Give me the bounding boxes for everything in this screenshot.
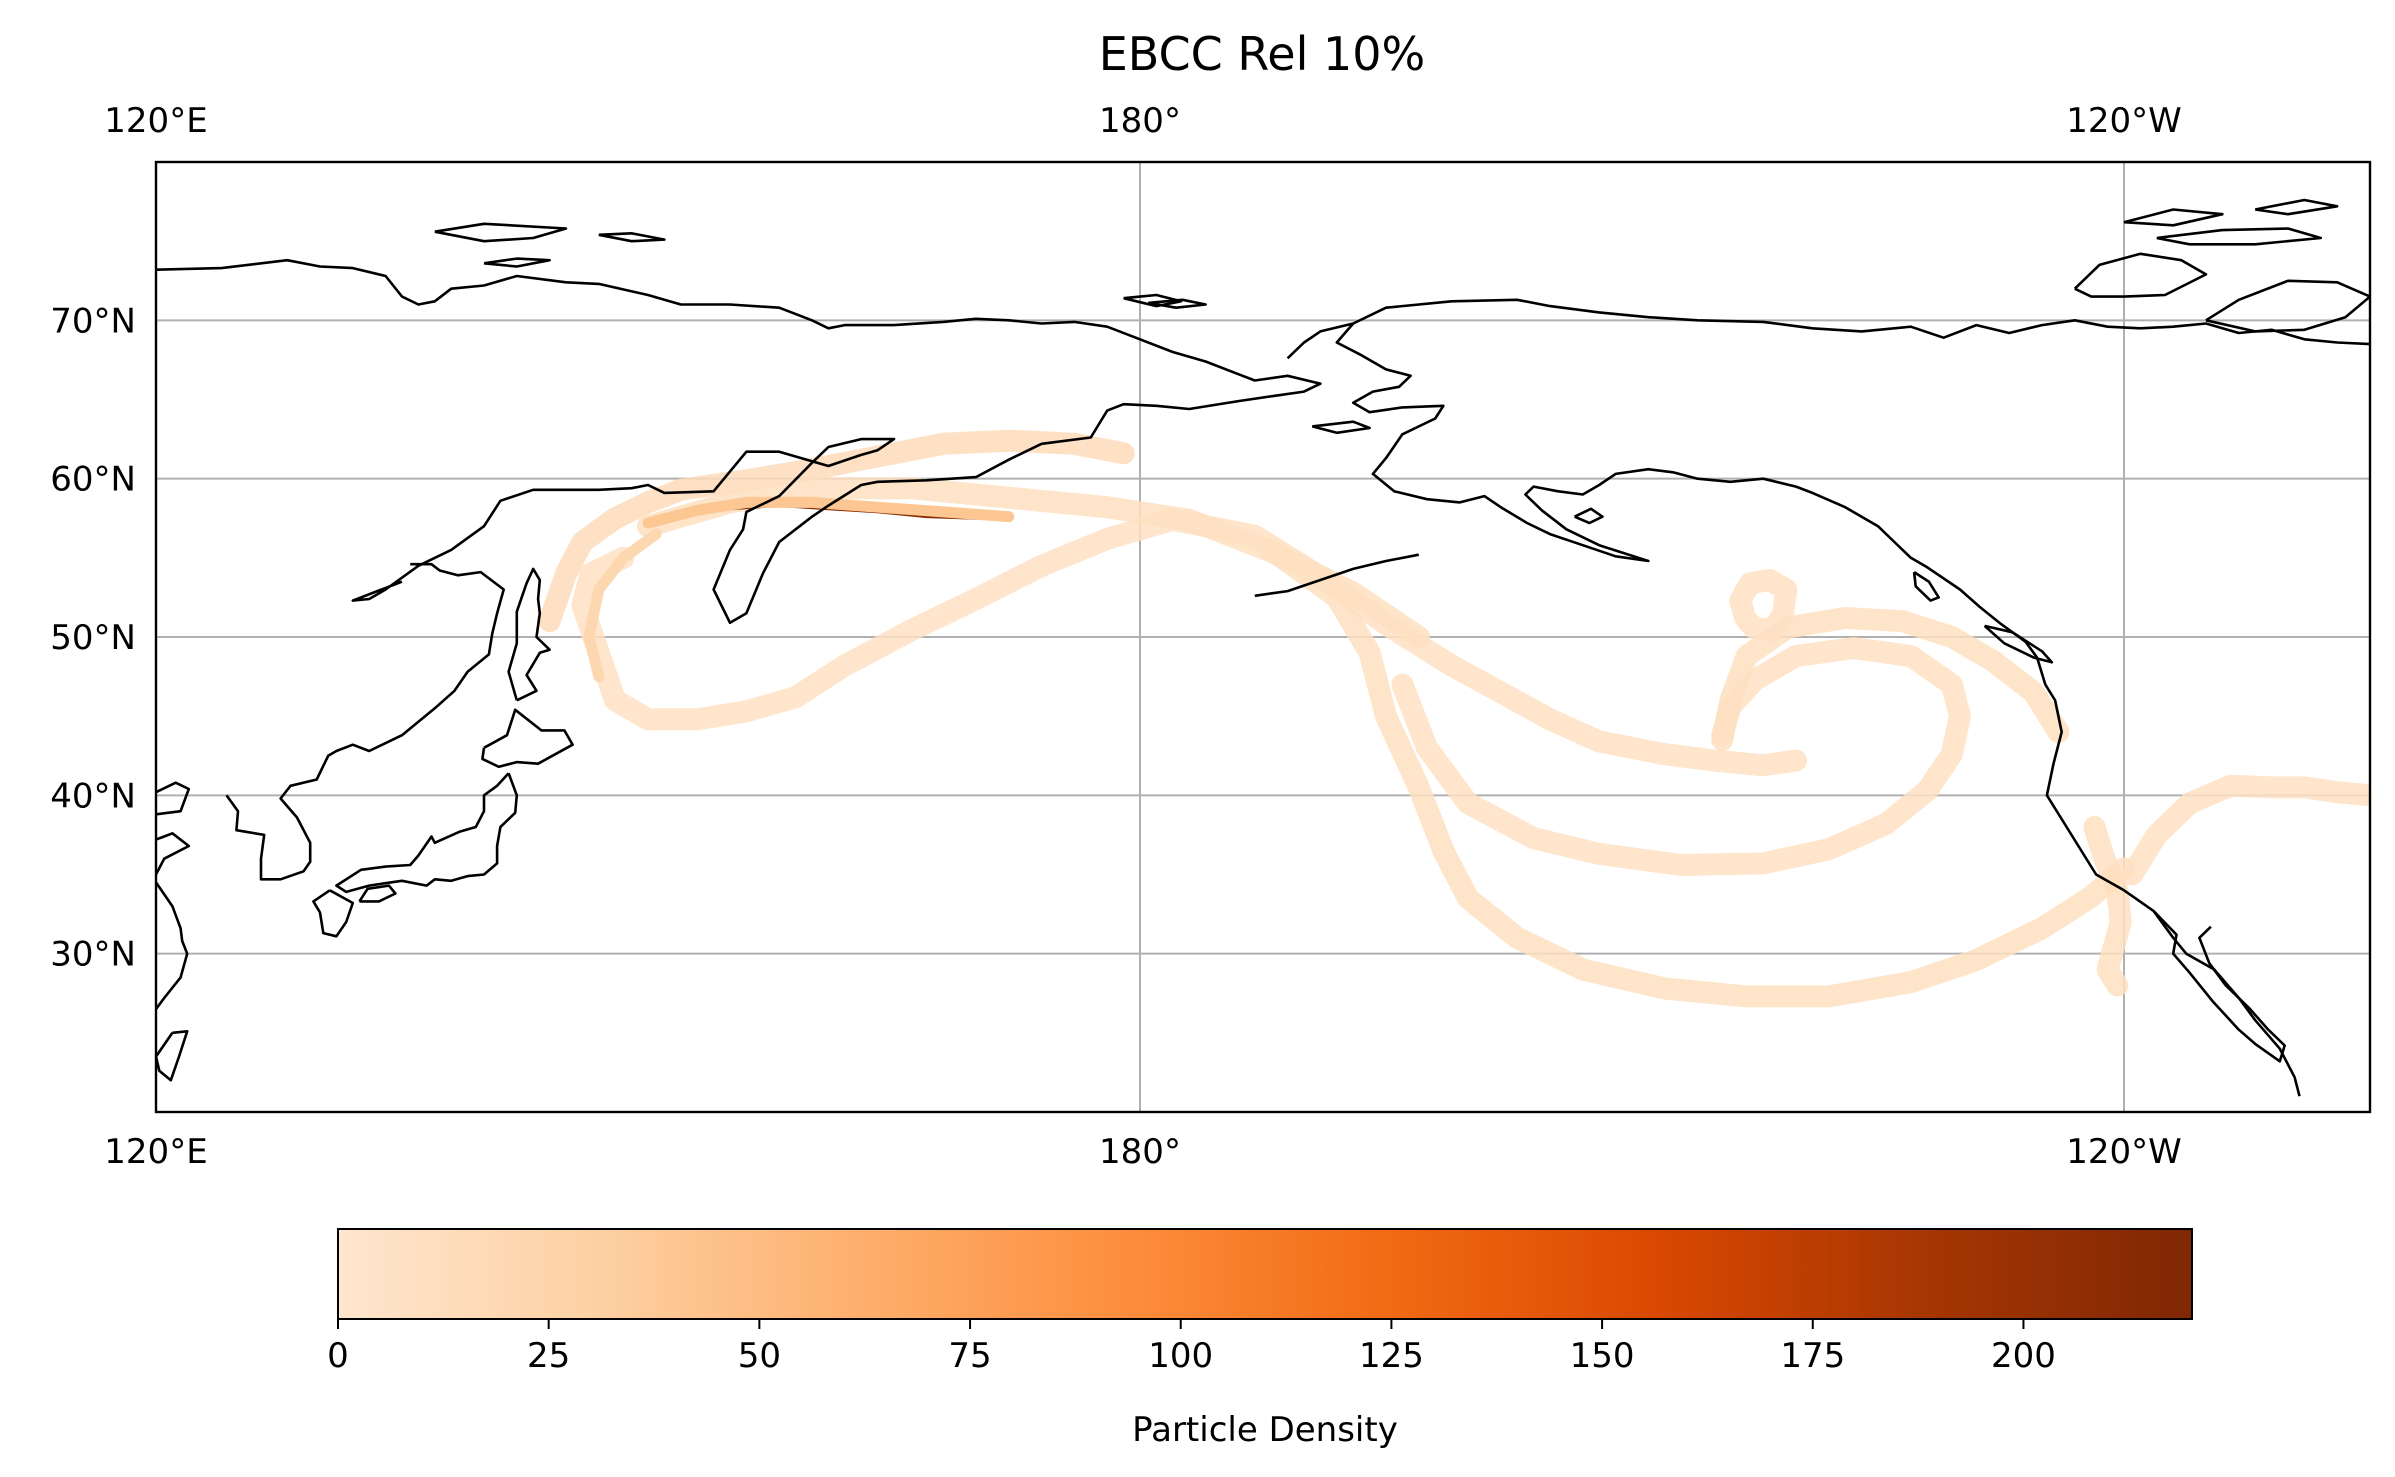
- density-band-nevada-arm: [2121, 774, 2370, 886]
- colorbar-tick-label: 175: [1780, 1336, 1845, 1376]
- coastline-lyakhov: [483, 257, 551, 268]
- colorbar-tick-label: 100: [1148, 1336, 1213, 1376]
- density-band-baja-plume: [2083, 816, 2132, 997]
- map-axes: 120°E 120°E 180° 180° 120°W 120°W 30°N 40°N 50°N…: [50, 101, 2372, 1172]
- density-hotspot-okhotsk-rim: [642, 496, 1015, 529]
- coastline-eurasia-arctic-coast: [156, 258, 1322, 625]
- colorbar-tick-label: 125: [1359, 1336, 1424, 1376]
- coastline-alaska-north: [1286, 298, 2370, 360]
- coastline-china-coast: [156, 781, 191, 876]
- lon-label-bottom: 120°W: [2066, 1132, 2182, 1172]
- coastline-shikoku: [358, 884, 397, 903]
- lat-label: 60°N: [50, 460, 136, 500]
- coastline-parry-islands: [2254, 198, 2339, 216]
- density-band-kamchatka-coast: [538, 429, 1135, 633]
- coastline-vancouver-island: [1983, 624, 2054, 664]
- coastline-sakhalin: [507, 567, 551, 702]
- density-band-jet-southern: [1260, 538, 2135, 1008]
- lon-label-top: 120°W: [2066, 101, 2182, 141]
- coastline-melville-island: [2156, 227, 2323, 246]
- lat-label: 70°N: [50, 301, 136, 341]
- lat-label: 30°N: [50, 935, 136, 975]
- colorbar: 0 25 50 75 100 125 150 175 200 Particle Density: [327, 1228, 2193, 1450]
- coastline-kodiak: [1574, 507, 1604, 525]
- density-band-kamchatka-gyre: [571, 508, 1807, 777]
- density-band-jet-inner: [1391, 637, 1971, 876]
- tick-labels: 120°E 120°E 180° 180° 120°W 120°W 30°N 40°N 50°N…: [50, 101, 2181, 1172]
- coastline-kyushu: [312, 889, 355, 938]
- lat-label: 50°N: [50, 618, 136, 658]
- coastline-aleutians: [1254, 553, 1420, 598]
- coastline-seward-st-lawrence: [1311, 420, 1371, 435]
- density-band-eddy-ring: [1729, 569, 1798, 642]
- coastline-hokkaido: [481, 708, 574, 769]
- coastline-banks-island: [2073, 252, 2208, 298]
- lat-label: 40°N: [50, 776, 136, 816]
- colorbar-tick-label: 75: [948, 1336, 991, 1376]
- colorbar-tick-label: 150: [1570, 1336, 1635, 1376]
- density-hotspot-kamchatka-inner: [583, 528, 662, 683]
- coastline-prince-patrick: [2123, 208, 2224, 227]
- coastline-wrangel: [1147, 298, 1207, 310]
- coastline-honshu: [335, 772, 519, 894]
- gridlines: [156, 162, 2370, 1112]
- colorbar-bar: [337, 1228, 2193, 1320]
- coastline-chukotka-islands: [1123, 293, 1183, 308]
- colorbar-tick-label: 25: [527, 1336, 570, 1376]
- coastline-alaska-west: [1335, 322, 2301, 1097]
- particle-density-field: [538, 429, 2370, 1008]
- density-band-gulf-alaska-loop: [1711, 607, 2070, 751]
- colorbar-tick-label: 50: [738, 1336, 781, 1376]
- coastline-haida-gwaii: [1912, 571, 1940, 602]
- coastlines: [156, 198, 2370, 1097]
- coastline-taiwan: [156, 1030, 189, 1082]
- coastline-victoria-island: [2205, 279, 2370, 333]
- figure-title: EBCC Rel 10%: [1099, 27, 1426, 81]
- lon-label-bottom: 120°E: [104, 1132, 207, 1172]
- coastline-new-siberian-2: [598, 232, 666, 243]
- map-frame: [154, 160, 2372, 1114]
- lon-label-top: 120°E: [104, 101, 207, 141]
- coastline-china-south: [156, 881, 189, 1010]
- lon-label-top: 180°: [1099, 101, 1181, 141]
- coastline-korea: [225, 562, 506, 881]
- coastline-baja-gulf: [2152, 909, 2286, 1063]
- lon-label-bottom: 180°: [1099, 1132, 1181, 1172]
- colorbar-tick-label: 0: [327, 1336, 349, 1376]
- colorbar-tick-label: 200: [1991, 1336, 2056, 1376]
- coastline-new-siberian: [434, 222, 568, 243]
- colorbar-label: Particle Density: [1132, 1410, 1398, 1450]
- colorbar-ticks: 0 25 50 75 100 125 150 175 200: [327, 1319, 2056, 1376]
